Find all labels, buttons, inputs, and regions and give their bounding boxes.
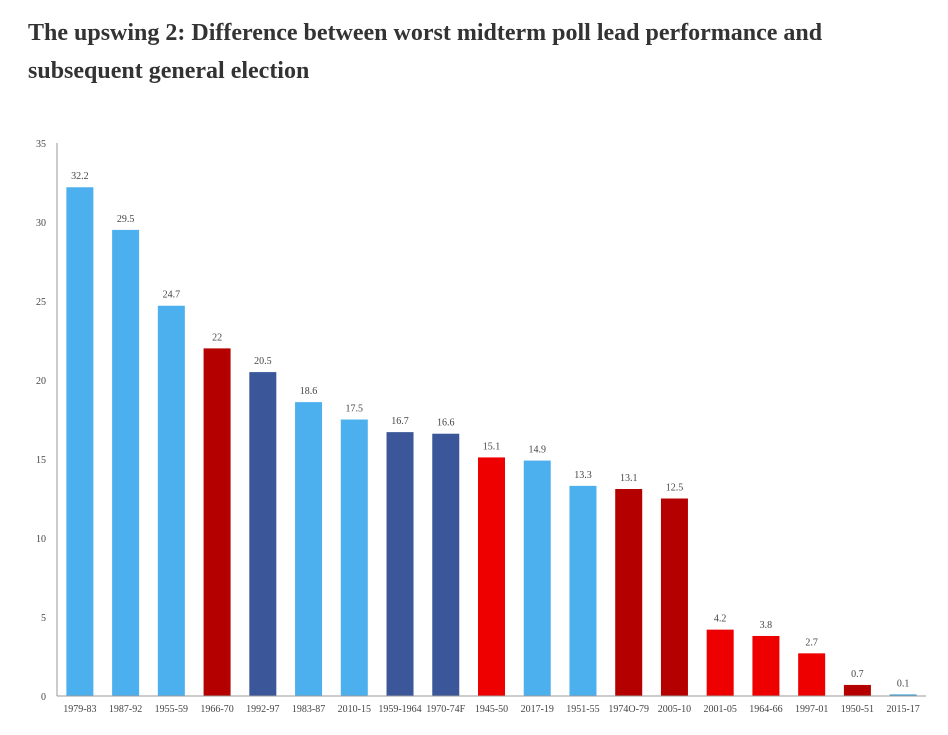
category-label: 2001-05: [704, 704, 737, 715]
data-label: 14.9: [528, 445, 546, 456]
data-label: 24.7: [163, 290, 181, 301]
category-label: 2005-10: [658, 704, 691, 715]
bar: [249, 372, 277, 696]
data-label: 22: [212, 332, 222, 343]
category-label: 1966-70: [200, 704, 233, 715]
y-tick-label: 30: [36, 218, 46, 229]
category-label: 1950-51: [841, 704, 874, 715]
data-label: 18.6: [300, 386, 318, 397]
data-label: 16.6: [437, 418, 455, 429]
data-label: 16.7: [391, 416, 409, 427]
category-label: 2015-17: [886, 704, 919, 715]
data-label: 2.7: [805, 637, 818, 648]
bar: [203, 348, 231, 696]
data-label: 17.5: [346, 404, 364, 415]
chart-title: The upswing 2: Difference between worst …: [28, 20, 823, 84]
bar: [432, 433, 460, 696]
bar: [340, 419, 368, 696]
bar: [706, 629, 734, 696]
x-axis: 1979-83 1987-92 1955-59 1966-70 1992-97 1983-…: [57, 695, 926, 715]
bar: [660, 498, 688, 696]
y-tick-label: 20: [36, 376, 46, 387]
category-label: 1945-50: [475, 704, 508, 715]
bar: [112, 229, 140, 696]
data-label: 32.2: [71, 171, 89, 182]
bar: [523, 460, 551, 696]
y-tick-label: 5: [41, 613, 46, 624]
data-label: 15.1: [483, 441, 501, 452]
y-axis: 0 5 10 15 20 25 30 35: [36, 139, 58, 703]
bar: [295, 402, 323, 696]
category-label: 1955-59: [155, 704, 188, 715]
category-label: 1992-97: [246, 704, 279, 715]
category-label: 1959-1964: [378, 704, 421, 715]
data-label: 13.3: [574, 470, 592, 481]
category-label: 2010-15: [338, 704, 371, 715]
category-label: 1987-92: [109, 704, 142, 715]
data-label: 0.7: [851, 669, 864, 680]
category-label: 1964-66: [749, 704, 782, 715]
bar: [752, 635, 780, 696]
data-label: 13.1: [620, 473, 638, 484]
bar: [157, 305, 185, 696]
bars: 32.2 29.5 24.7 22 20.5 18.6 17.5 16.7 16.6 15.1 14…: [66, 171, 917, 697]
bar: [66, 187, 94, 697]
bar: [386, 432, 414, 696]
data-label: 20.5: [254, 356, 272, 367]
category-label: 1979-83: [63, 704, 96, 715]
category-label: 1970-74F: [426, 704, 465, 715]
data-label: 3.8: [760, 620, 773, 631]
y-tick-label: 0: [41, 692, 46, 703]
data-label: 4.2: [714, 614, 727, 625]
y-tick-label: 35: [36, 139, 46, 150]
category-label: 1974O-79: [608, 704, 649, 715]
bar: [889, 694, 917, 696]
category-label: 1997-01: [795, 704, 828, 715]
category-label: 1983-87: [292, 704, 325, 715]
bar: [569, 485, 597, 696]
category-label: 1951-55: [566, 704, 599, 715]
bar: [798, 653, 826, 696]
y-tick-label: 10: [36, 534, 46, 545]
y-tick-label: 15: [36, 455, 46, 466]
category-label: 2017-19: [521, 704, 554, 715]
bar: [478, 457, 505, 696]
data-label: 29.5: [117, 214, 135, 225]
bar: [615, 489, 643, 696]
data-label: 12.5: [666, 483, 684, 494]
y-tick-label: 25: [36, 297, 46, 308]
data-label: 0.1: [897, 678, 910, 689]
bar: [843, 684, 871, 696]
